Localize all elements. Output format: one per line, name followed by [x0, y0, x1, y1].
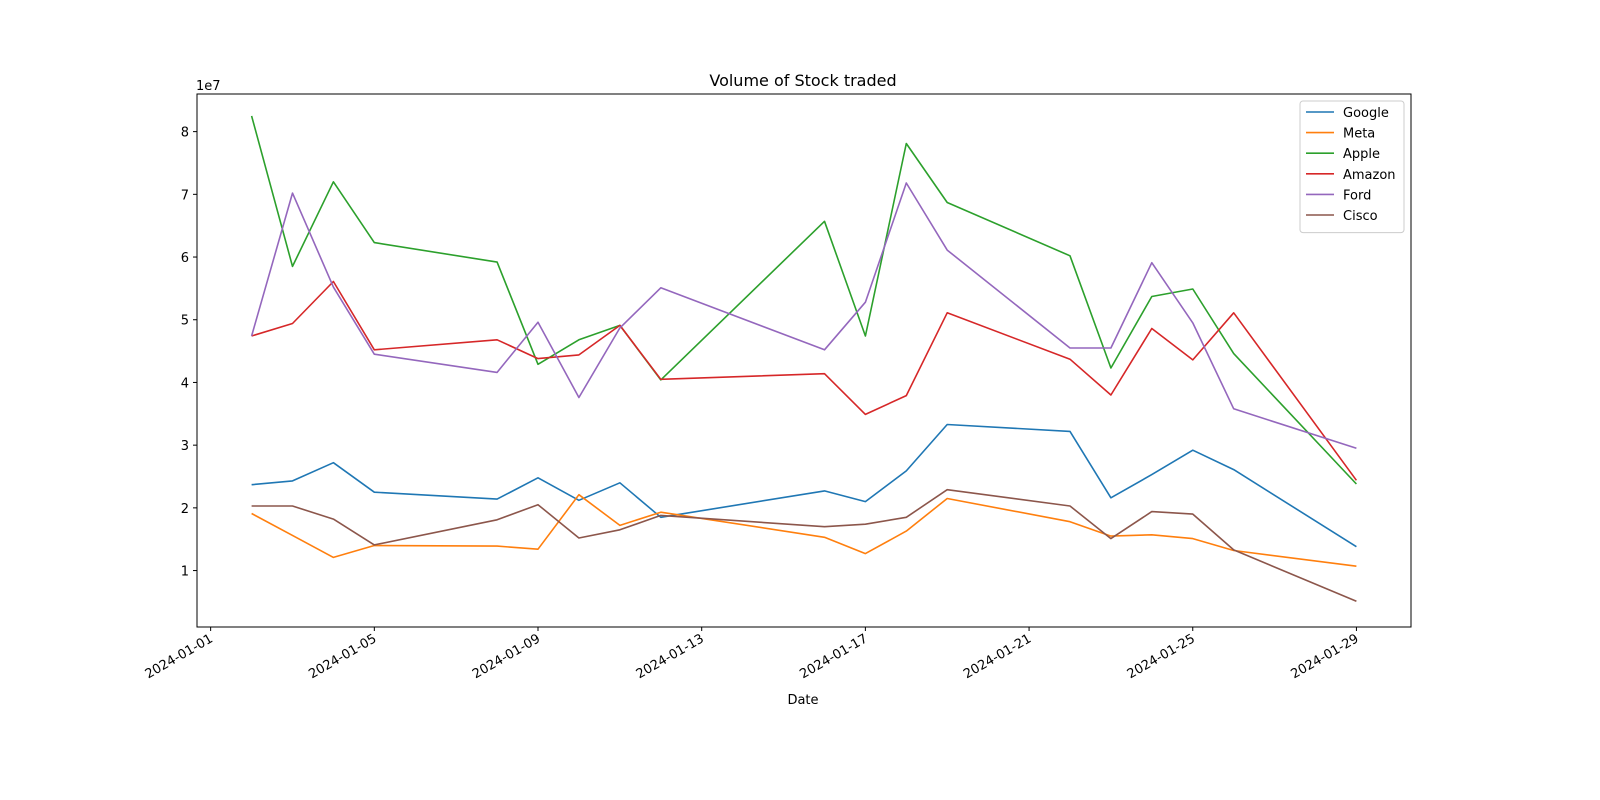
legend-label-meta: Meta: [1343, 127, 1375, 142]
x-tick-label: 2024-01-09: [470, 631, 543, 682]
y-tick-label: 5: [181, 314, 189, 329]
chart-title: Volume of Stock traded: [709, 71, 896, 90]
legend-label-apple: Apple: [1343, 147, 1380, 162]
y-axis: 1 2 3 4 5 6 7 8: [181, 126, 197, 580]
legend-box: [1299, 100, 1405, 234]
y-tick-label: 3: [181, 439, 189, 454]
x-tick-label: 2024-01-13: [634, 631, 707, 682]
series-layer: [250, 115, 1358, 603]
y-tick-label: 6: [181, 251, 189, 266]
legend-label-ford: Ford: [1343, 188, 1371, 203]
legend: Google Meta Apple Amazon Ford Cisco: [1299, 100, 1405, 234]
legend-label-amazon: Amazon: [1343, 168, 1396, 183]
y-tick-label: 8: [181, 126, 189, 141]
y-tick-label: 1: [181, 565, 189, 580]
y-tick-label: 4: [181, 376, 189, 391]
x-tick-label: 2024-01-05: [306, 631, 379, 682]
x-tick-label: 2024-01-01: [143, 631, 216, 682]
y-tick-label: 7: [181, 188, 189, 203]
series-line-cisco: [251, 488, 1357, 603]
y-scale-label: 1e7: [196, 79, 221, 94]
series-line-meta: [251, 493, 1357, 567]
plot-frame: [196, 93, 1412, 628]
series-line-ford: [250, 182, 1357, 450]
series-line-amazon: [251, 280, 1358, 481]
series-line-apple: [250, 115, 1357, 485]
y-tick-label: 2: [181, 502, 189, 517]
series-line-google: [251, 423, 1357, 548]
x-axis: 2024-01-01 2024-01-05 2024-01-09 2024-01-13…: [143, 627, 1361, 682]
x-tick-label: 2024-01-21: [961, 631, 1034, 682]
legend-label-cisco: Cisco: [1343, 209, 1378, 224]
x-tick-label: 2024-01-29: [1288, 631, 1361, 682]
x-axis-title: Date: [787, 693, 818, 708]
x-tick-label: 2024-01-25: [1125, 631, 1198, 682]
legend-label-google: Google: [1343, 106, 1389, 121]
x-tick-label: 2024-01-17: [797, 631, 870, 682]
